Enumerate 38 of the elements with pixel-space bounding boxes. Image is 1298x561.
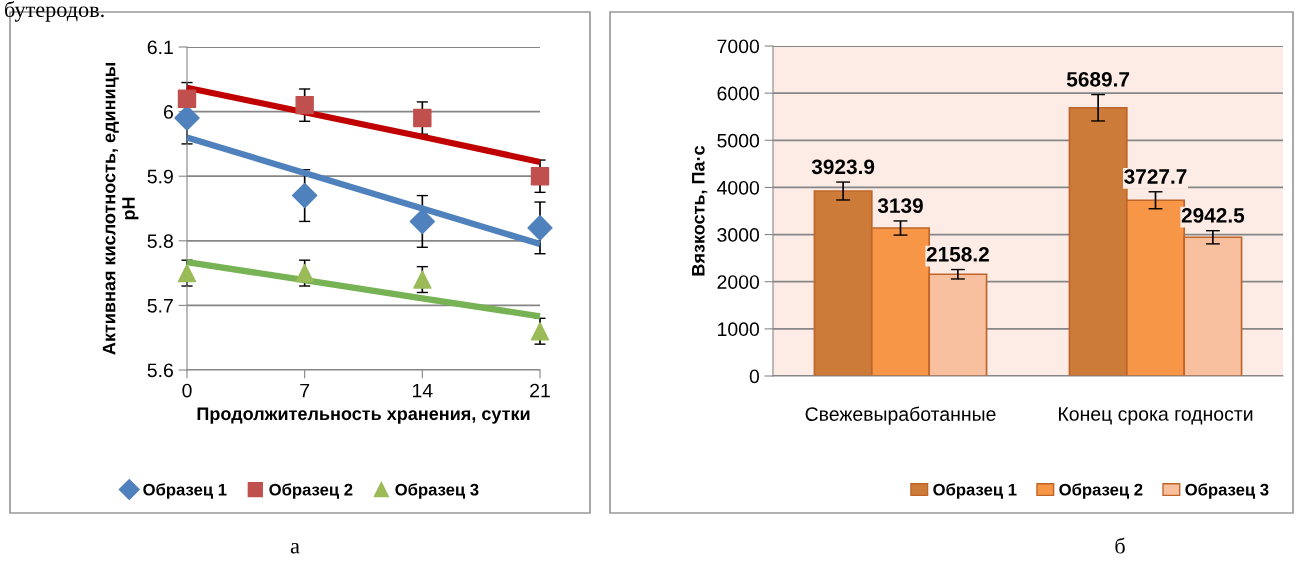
x-tick-label: 14 — [413, 383, 433, 398]
y-axis-title: Вязкость, Па·с — [692, 145, 708, 276]
y-tick-label: 7000 — [717, 39, 760, 54]
x-tick-label: Свежевыработанные — [805, 406, 996, 425]
text: б — [1115, 537, 1125, 554]
y-tick-label: 5.9 — [147, 169, 173, 184]
legend-label: Образец 2 — [269, 483, 353, 499]
x-axis-title: Продолжительность хранения, сутки — [197, 407, 530, 424]
y-tick-label: 2000 — [717, 275, 760, 289]
legend-label: Образец 3 — [1185, 483, 1269, 499]
data-label: 3923.9 — [811, 159, 875, 175]
data-label: 2942.5 — [1181, 208, 1245, 223]
y-tick-label: 4000 — [717, 180, 760, 195]
y-tick-label: 0 — [749, 369, 760, 384]
y-axis-title: Активная кислотность, единицы pH — [102, 63, 139, 355]
y-tick-label: 1000 — [718, 322, 760, 337]
x-tick-label: Конец срока годности — [1059, 407, 1253, 425]
data-label: 2158.2 — [926, 246, 989, 262]
x-tick-label: 7 — [300, 383, 310, 398]
y-tick-label: 6 — [163, 105, 173, 119]
legend-label: Образец 1 — [933, 483, 1017, 499]
data-label: 3727.7 — [1124, 169, 1187, 184]
legend-label: Образец 2 — [1059, 483, 1143, 499]
y-tick-label: 5000 — [717, 133, 760, 148]
x-tick-label: 0 — [182, 383, 192, 398]
data-label: 5689.7 — [1066, 71, 1130, 87]
x-tick-label: 21 — [530, 383, 550, 398]
y-tick-label: 3000 — [717, 228, 760, 242]
data-label: 3139 — [877, 198, 923, 214]
legend-label: Образец 3 — [395, 483, 479, 499]
text: бутеродов. — [5, 1, 104, 22]
y-tick-label: 5.7 — [147, 299, 173, 313]
y-tick-label: 6000 — [717, 86, 760, 101]
y-tick-label: 5.6 — [147, 363, 173, 378]
y-tick-label: 6.1 — [147, 40, 173, 55]
text: а — [290, 542, 300, 554]
y-tick-label: 5.8 — [147, 234, 173, 249]
legend-label: Образец 1 — [143, 483, 227, 499]
